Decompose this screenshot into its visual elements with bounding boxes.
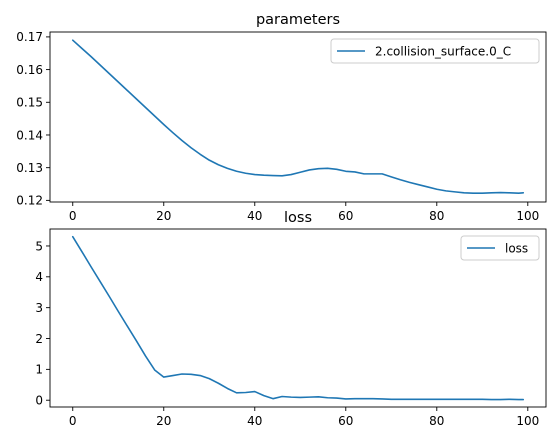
y-tick-label: 0 — [35, 394, 43, 408]
subplot-title: loss — [284, 210, 312, 226]
legend: loss — [460, 235, 540, 261]
subplot-title: parameters — [256, 12, 340, 28]
y-tick-label: 0.12 — [16, 194, 43, 208]
x-tick-label: 60 — [338, 414, 353, 428]
y-tick-label: 2 — [35, 332, 43, 346]
x-tick-label: 40 — [247, 209, 262, 223]
x-tick-label: 60 — [338, 209, 353, 223]
y-tick-label: 0.15 — [16, 96, 43, 110]
loss-subplot: 0 20 40 60 80 100 0 1 2 3 4 5 loss loss — [35, 210, 547, 428]
parameters-subplot: 0 20 40 60 80 100 0.12 0.13 0.14 0.15 0.16 0.17 para… — [16, 12, 547, 223]
series-line-loss — [71, 235, 525, 401]
legend-label: 2.collision_surface.0_C — [375, 44, 511, 58]
series-line-2-collision-surface-0-c — [71, 39, 525, 194]
y-tick-label: 1 — [35, 363, 43, 377]
legend-box — [330, 38, 540, 64]
x-tick-label: 0 — [69, 414, 77, 428]
x-tick-label: 20 — [156, 209, 171, 223]
axes-frame — [49, 228, 547, 408]
y-tick-label: 0.13 — [16, 161, 43, 175]
legend-label: loss — [505, 241, 528, 255]
x-tick-label: 80 — [429, 414, 444, 428]
y-tick-label: 3 — [35, 301, 43, 315]
x-tick-label: 20 — [156, 414, 171, 428]
x-tick-label: 0 — [69, 209, 77, 223]
x-tick-label: 100 — [516, 209, 539, 223]
legend: 2.collision_surface.0_C — [330, 38, 540, 64]
axes-frame — [49, 31, 547, 203]
x-tick-label: 40 — [247, 414, 262, 428]
y-tick-label: 4 — [35, 270, 43, 284]
y-tick-label: 0.16 — [16, 63, 43, 77]
legend-box — [460, 235, 540, 261]
x-tick-label: 80 — [429, 209, 444, 223]
x-tick-label: 100 — [516, 414, 539, 428]
y-tick-label: 0.14 — [16, 128, 43, 142]
y-tick-label: 0.17 — [16, 30, 43, 44]
y-tick-label: 5 — [35, 239, 43, 253]
